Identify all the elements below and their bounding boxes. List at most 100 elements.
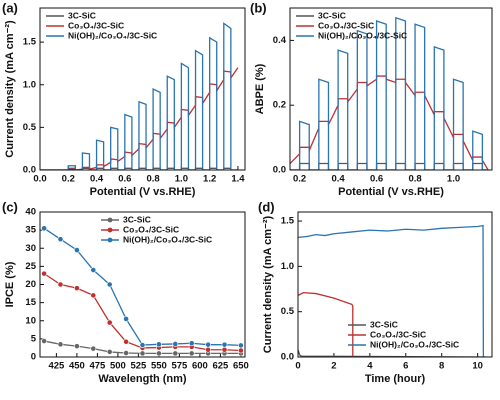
x-tick-label: 6 (403, 361, 408, 372)
y-tick-label: 1.5 (23, 37, 37, 48)
plot-area (41, 225, 244, 357)
legend-label: 3C-SiC (123, 214, 151, 224)
series-line (298, 291, 354, 357)
marker (106, 281, 113, 288)
y-tick-label: 0.0 (281, 352, 294, 363)
marker (74, 285, 80, 292)
x-tick-label: 475 (89, 361, 106, 372)
marker (221, 341, 228, 348)
y-tick-label: 35 (25, 225, 36, 236)
y-tick-label: 1.5 (281, 216, 295, 227)
y-tick-label: 1.0 (23, 79, 36, 90)
y-tick-label: 30 (25, 243, 36, 254)
x-tick-label: 0.6 (370, 174, 383, 185)
marker (139, 342, 146, 348)
x-axis-label: Potential (V vs.RHE) (338, 186, 444, 198)
x-tick-label: 450 (69, 361, 85, 372)
legend-label: Co₃O₄/3C-SiC (68, 20, 124, 30)
x-tick-label: 8 (439, 361, 444, 372)
panel-label: (a) (2, 0, 18, 15)
marker (90, 345, 97, 352)
y-tick-label: 0.5 (23, 122, 37, 133)
y-tick-label: 0.2 (273, 100, 286, 111)
panel-label: (b) (250, 0, 267, 15)
y-axis-label: IPCE (%) (4, 261, 16, 307)
marker (221, 346, 228, 353)
marker (90, 292, 97, 299)
y-tick-label: 5 (31, 333, 37, 344)
x-tick-label: 1.4 (231, 174, 245, 185)
x-tick-label: 0.2 (62, 174, 75, 185)
marker (106, 319, 113, 326)
marker (123, 350, 129, 356)
panel-label: (d) (258, 199, 275, 214)
x-tick-label: 0.8 (146, 174, 159, 185)
y-tick-label: 25 (25, 261, 36, 272)
y-tick-label: 0.0 (23, 165, 36, 176)
series-line (40, 67, 239, 170)
x-tick-label: 575 (171, 361, 188, 372)
x-tick-label: 0.8 (408, 174, 421, 185)
legend-label: Co₃O₄/3C-SiC (123, 224, 179, 234)
marker (139, 350, 146, 357)
series-line (290, 75, 489, 170)
axes-frame (39, 211, 246, 358)
y-tick-label: 40 (25, 207, 36, 218)
marker (172, 341, 179, 347)
x-tick-label: 1.0 (175, 174, 188, 185)
y-tick-label: 0.0 (273, 165, 286, 176)
x-tick-label: 650 (233, 361, 249, 372)
x-tick-label: 0.4 (331, 174, 345, 185)
marker (205, 341, 211, 348)
x-tick-label: 625 (212, 361, 229, 372)
marker (155, 350, 162, 357)
x-tick-label: 1.2 (203, 174, 216, 185)
y-tick-label: 1.0 (281, 261, 294, 272)
marker (155, 341, 162, 348)
x-tick-label: 550 (151, 361, 167, 372)
y-tick-label: 0 (31, 352, 36, 363)
y-tick-label: 20 (25, 279, 36, 290)
marker (41, 270, 47, 277)
legend-label: Ni(OH)₂/Co₃O₄/3C-SiC (370, 339, 459, 349)
x-tick-label: 10 (472, 361, 483, 372)
marker (41, 338, 47, 344)
plot-area (40, 22, 239, 170)
legend-label: 3C-SiC (370, 319, 398, 329)
marker (237, 342, 244, 349)
y-tick-label: 15 (25, 297, 36, 308)
series-line (290, 162, 489, 170)
panel-label: (c) (2, 199, 18, 214)
x-tick-label: 1.0 (447, 174, 460, 185)
series-line (43, 273, 241, 352)
legend-marker (107, 217, 113, 223)
series-line (298, 349, 485, 357)
y-tick-label: 0.5 (281, 306, 295, 317)
legend-label: Co₃O₄/3C-SiC (370, 329, 426, 339)
x-tick-label: 500 (110, 361, 126, 372)
marker (74, 343, 80, 350)
legend-label: Co₃O₄/3C-SiC (318, 20, 374, 30)
x-tick-label: 0.6 (118, 174, 131, 185)
x-tick-label: 2 (331, 361, 336, 372)
y-axis-label: Current density (mA cm⁻²) (4, 20, 16, 158)
marker (41, 225, 47, 232)
legend-label: Ni(OH)₂/Co₃O₄/3C-SiC (123, 234, 212, 244)
marker (205, 346, 211, 353)
marker (172, 350, 179, 357)
legend-label: 3C-SiC (68, 10, 96, 20)
marker (188, 350, 195, 357)
x-tick-label: 600 (192, 361, 208, 372)
legend-marker (107, 227, 113, 233)
x-tick-label: 0 (295, 361, 300, 372)
marker (106, 349, 113, 355)
series-line (298, 224, 487, 357)
axes-frame (39, 7, 246, 171)
x-tick-label: 525 (130, 361, 147, 372)
legend-label: Ni(OH)₂/Co₃O₄/3C-SiC (68, 30, 157, 40)
y-tick-label: 0.4 (273, 35, 287, 46)
marker (123, 316, 129, 322)
x-tick-label: 0.2 (293, 174, 306, 185)
marker (74, 247, 80, 253)
